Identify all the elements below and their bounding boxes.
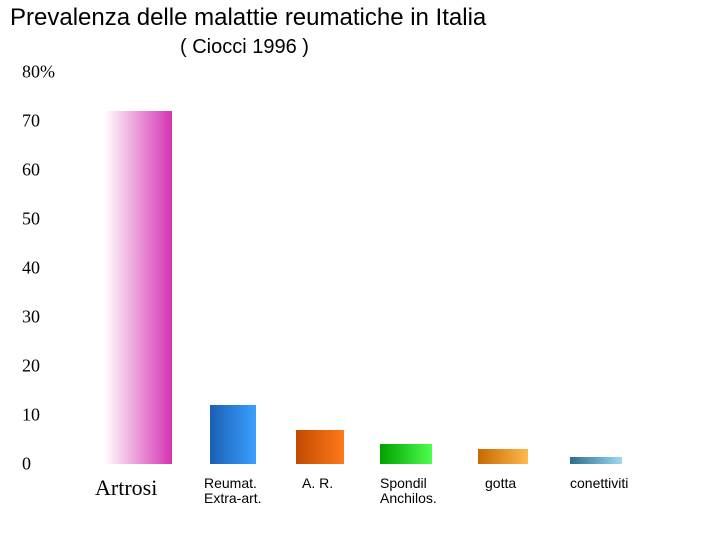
x-axis-labels: Artrosi Reumat.Extra-art. A. R. SpondilAnch… [80, 470, 700, 520]
bar-reumat_extra [210, 405, 256, 464]
bar-ar [296, 430, 344, 464]
bar-gotta [478, 449, 528, 464]
y-tick-label: 40 [22, 258, 72, 279]
y-tick-label: 60 [22, 160, 72, 181]
x-label-ar: A. R. [302, 476, 333, 491]
y-tick-label: 30 [22, 307, 72, 328]
x-label-artrosi: Artrosi [95, 476, 157, 500]
x-label-spondil: SpondilAnchilos. [380, 476, 437, 507]
y-tick-label: 80% [22, 62, 72, 83]
page-subtitle: ( Ciocci 1996 ) [180, 36, 309, 59]
bar-artrosi [104, 111, 172, 464]
chart-plot-area: 01020304050607080% [80, 72, 700, 464]
x-label-conettiviti: conettiviti [570, 476, 628, 491]
x-label-gotta: gotta [485, 476, 516, 491]
bar-conettiviti [570, 457, 622, 464]
bar-spondil [380, 444, 432, 464]
page-title: Prevalenza delle malattie reumatiche in … [10, 4, 486, 32]
x-label-reumat_extra: Reumat.Extra-art. [204, 476, 262, 507]
y-tick-label: 20 [22, 356, 72, 377]
y-tick-label: 70 [22, 111, 72, 132]
y-tick-label: 0 [22, 454, 72, 475]
y-tick-label: 50 [22, 209, 72, 230]
y-tick-label: 10 [22, 405, 72, 426]
